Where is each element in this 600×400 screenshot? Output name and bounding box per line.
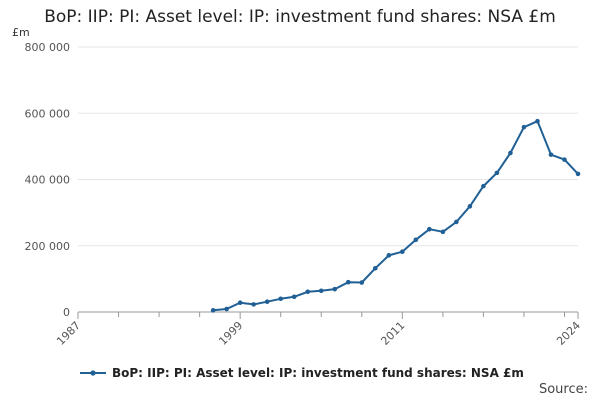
y-tick-label: 400 000 — [25, 174, 71, 187]
data-point[interactable] — [224, 306, 229, 312]
data-point[interactable] — [345, 279, 351, 285]
data-point[interactable] — [251, 302, 256, 307]
legend[interactable]: BoP: IIP: PI: Asset level: IP: investmen… — [80, 366, 524, 380]
x-tick-label: 1999 — [216, 319, 245, 348]
x-tick-label: 2024 — [554, 319, 583, 348]
data-point[interactable] — [521, 124, 527, 130]
x-tick-label: 2011 — [378, 319, 407, 348]
y-axis: 0 200 000 400 000 600 000 800 000 — [25, 41, 71, 319]
data-point[interactable] — [508, 150, 513, 156]
data-point[interactable] — [413, 237, 419, 243]
grid-lines — [78, 46, 578, 313]
series-group — [210, 118, 581, 313]
data-point[interactable] — [454, 219, 459, 225]
data-point[interactable] — [305, 289, 311, 295]
data-point[interactable] — [481, 183, 486, 189]
data-point[interactable] — [467, 204, 473, 209]
y-axis-unit-label: £m — [12, 26, 30, 39]
series-line — [213, 120, 579, 312]
data-point[interactable] — [237, 300, 243, 306]
data-point[interactable] — [318, 288, 324, 294]
data-point[interactable] — [372, 265, 378, 271]
x-tick-label: 1987 — [54, 319, 83, 348]
data-point[interactable] — [535, 118, 540, 124]
source-label: Source: — [538, 382, 588, 397]
data-point[interactable] — [210, 308, 216, 313]
data-point[interactable] — [440, 229, 446, 235]
chart-title: BoP: IIP: PI: Asset level: IP: investmen… — [44, 7, 556, 27]
legend-label: BoP: IIP: PI: Asset level: IP: investmen… — [112, 366, 524, 380]
data-point[interactable] — [264, 299, 270, 305]
data-point[interactable] — [400, 249, 405, 255]
y-tick-label: 600 000 — [25, 107, 71, 120]
data-point[interactable] — [359, 280, 365, 285]
data-point[interactable] — [575, 171, 581, 177]
legend-line-icon — [80, 370, 106, 376]
data-point[interactable] — [494, 170, 500, 176]
y-tick-label: 0 — [63, 306, 70, 319]
y-tick-label: 800 000 — [25, 41, 71, 54]
data-point[interactable] — [427, 226, 432, 232]
data-point[interactable] — [548, 152, 554, 157]
data-point[interactable] — [278, 296, 284, 302]
data-point[interactable] — [562, 157, 567, 162]
data-point[interactable] — [386, 253, 392, 258]
x-axis: 1987 1999 2011 2024 — [54, 312, 583, 348]
data-point[interactable] — [332, 286, 338, 292]
data-point[interactable] — [291, 294, 297, 300]
y-tick-label: 200 000 — [25, 240, 71, 253]
